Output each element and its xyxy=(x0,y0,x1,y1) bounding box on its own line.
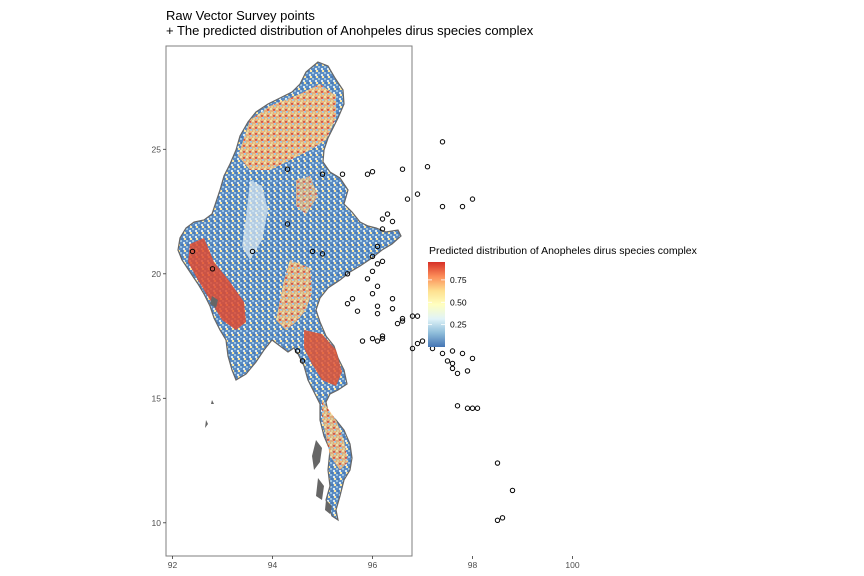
survey-point xyxy=(369,291,376,297)
survey-point xyxy=(374,303,381,309)
survey-point xyxy=(469,196,476,202)
survey-point xyxy=(364,171,371,177)
survey-point xyxy=(414,313,421,319)
survey-point xyxy=(284,166,291,172)
survey-point xyxy=(369,335,376,342)
legend-break-label: 0.25 xyxy=(450,320,467,330)
legend: 0.25 0.50 0.75 xyxy=(428,262,467,347)
survey-point xyxy=(189,248,196,255)
chart-subtitle: + The predicted distribution of Anohpele… xyxy=(166,23,534,38)
survey-point xyxy=(374,243,381,250)
survey-point xyxy=(369,169,376,175)
survey-point xyxy=(389,296,396,302)
survey-point xyxy=(364,276,371,282)
survey-point xyxy=(404,196,411,202)
legend-break-label: 0.75 xyxy=(450,275,467,285)
survey-point xyxy=(309,248,316,255)
survey-point xyxy=(344,300,351,307)
survey-point xyxy=(464,405,471,411)
y-axis: 10 15 20 25 xyxy=(152,144,166,528)
survey-point xyxy=(414,191,421,197)
survey-point xyxy=(349,296,356,302)
survey-point xyxy=(459,350,466,357)
survey-point xyxy=(284,221,291,227)
survey-point xyxy=(399,315,406,322)
survey-point xyxy=(494,460,501,466)
survey-point xyxy=(444,358,451,364)
legend-colorbar xyxy=(428,262,445,347)
survey-point xyxy=(249,248,256,255)
y-tick-label: 25 xyxy=(152,144,162,154)
survey-point xyxy=(294,348,301,354)
survey-point xyxy=(299,358,306,364)
survey-point xyxy=(414,340,421,347)
survey-point xyxy=(509,487,516,494)
survey-point xyxy=(379,333,386,339)
survey-point xyxy=(389,305,396,312)
survey-point xyxy=(319,251,326,257)
prediction-raster xyxy=(177,61,402,522)
survey-point xyxy=(389,218,396,225)
survey-point xyxy=(319,171,326,177)
survey-point xyxy=(494,517,501,524)
survey-point xyxy=(439,139,446,145)
x-tick-label: 94 xyxy=(268,560,278,570)
y-tick-label: 15 xyxy=(152,393,162,403)
survey-point xyxy=(379,216,386,222)
survey-point xyxy=(374,283,381,289)
survey-point xyxy=(449,365,456,372)
x-axis: 92 94 96 98 100 xyxy=(168,556,580,570)
x-tick-label: 92 xyxy=(168,560,178,570)
legend-title: Predicted distribution of Anopheles diru… xyxy=(429,245,697,257)
survey-point xyxy=(379,335,386,342)
survey-point xyxy=(344,271,351,277)
survey-point xyxy=(409,345,416,352)
chart-title: Raw Vector Survey points xyxy=(166,8,315,23)
x-tick-label: 100 xyxy=(565,560,579,570)
survey-points xyxy=(189,139,516,524)
legend-break-label: 0.50 xyxy=(450,297,467,307)
x-tick-label: 98 xyxy=(468,560,478,570)
survey-point xyxy=(399,166,406,172)
survey-point xyxy=(359,338,366,344)
survey-point xyxy=(469,405,476,411)
y-tick-label: 20 xyxy=(152,269,162,279)
survey-point xyxy=(449,348,456,354)
survey-point xyxy=(339,171,346,177)
survey-point xyxy=(419,338,426,344)
survey-point xyxy=(354,308,361,314)
survey-point xyxy=(399,318,406,324)
survey-point xyxy=(454,403,461,409)
survey-point xyxy=(424,164,431,170)
survey-point xyxy=(464,368,471,374)
survey-point xyxy=(394,320,401,327)
survey-point xyxy=(209,266,216,272)
survey-point xyxy=(499,515,506,521)
survey-point xyxy=(369,268,376,275)
panel-border xyxy=(165,45,413,557)
survey-point xyxy=(379,258,386,265)
y-tick-label: 10 xyxy=(152,518,162,528)
survey-point xyxy=(469,355,476,362)
survey-point xyxy=(374,338,381,344)
survey-point xyxy=(474,405,481,411)
survey-point xyxy=(409,313,416,319)
survey-point xyxy=(384,211,391,217)
survey-point xyxy=(439,203,446,210)
x-tick-label: 96 xyxy=(368,560,378,570)
survey-point xyxy=(374,310,381,317)
survey-point xyxy=(449,360,456,367)
survey-point xyxy=(379,226,386,232)
survey-point xyxy=(439,350,446,357)
survey-point xyxy=(369,253,376,260)
survey-point xyxy=(459,203,466,210)
survey-point xyxy=(454,370,461,377)
survey-point xyxy=(374,261,381,267)
